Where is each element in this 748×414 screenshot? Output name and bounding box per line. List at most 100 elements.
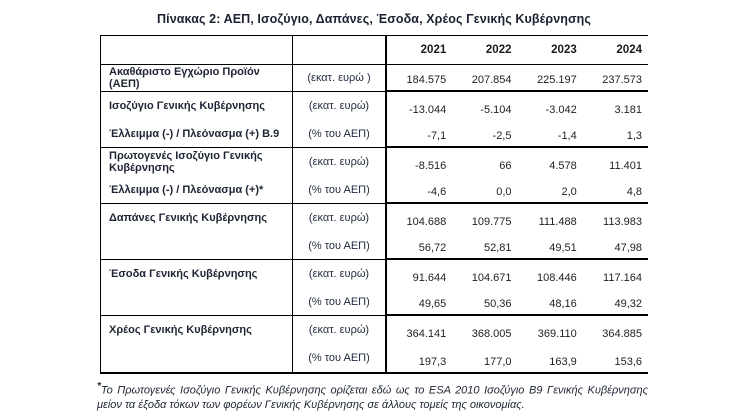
- unit-label: (% του ΑΕΠ): [292, 232, 387, 260]
- value-cell: 4.578: [549, 160, 577, 172]
- row-label: Έσοδα Γενικής Κυβέρνησης: [109, 268, 258, 280]
- row-group-revenue: Έσοδα Γενικής Κυβέρνησης (εκατ. ευρώ) 91…: [101, 260, 648, 316]
- value-cell: 163,9: [549, 356, 577, 368]
- footnote-marker: *: [97, 381, 101, 392]
- row-values: -4,6 0,0 2,0 4,8: [387, 176, 648, 204]
- unit-label: (εκατ. ευρώ): [292, 260, 387, 288]
- value-cell: -13.044: [408, 104, 447, 116]
- value-cell: 237.573: [602, 74, 642, 86]
- row-values: 197,3 177,0 163,9 153,6: [387, 344, 648, 372]
- footnote-text: Το Πρωτογενές Ισοζύγιο Γενικής Κυβέρνηση…: [97, 384, 648, 411]
- value-cell: 48,16: [549, 298, 577, 310]
- table-row: Δαπάνες Γενικής Κυβέρνησης (εκατ. ευρώ) …: [101, 204, 648, 232]
- row-values: 56,72 52,81 49,51 47,98: [387, 232, 648, 260]
- row-values: 184.575 207.854 225.197 237.573: [387, 65, 648, 92]
- value-cell: 49,32: [614, 298, 642, 310]
- row-label: Ακαθάριστο Εγχώριο Προϊόν (ΑΕΠ): [101, 65, 292, 92]
- unit-label: (εκατ. ευρώ): [292, 204, 387, 232]
- year-header: 2024: [616, 44, 642, 56]
- value-cell: 207.854: [471, 74, 512, 86]
- table-header-row: 2021 2022 2023 2024: [101, 36, 648, 65]
- row-values: 104.688 109.775 111.488 113.983: [387, 204, 648, 232]
- value-cell: 47,98: [614, 242, 642, 254]
- value-cell: 364.885: [602, 328, 642, 340]
- unit-label: (% του ΑΕΠ): [292, 176, 387, 204]
- value-cell: 49,51: [549, 242, 577, 254]
- value-cell: 109.775: [471, 216, 512, 228]
- table-row: Έσοδα Γενικής Κυβέρνησης (εκατ. ευρώ) 91…: [101, 260, 648, 288]
- value-cell: 225.197: [536, 74, 577, 86]
- row-values: -7,1 -2,5 -1,4 1,3: [387, 120, 648, 148]
- value-cell: 49,65: [418, 298, 447, 310]
- unit-label: (εκατ. ευρώ): [292, 316, 387, 344]
- table-title: Πίνακας 2: ΑΕΠ, Ισοζύγιο, Δαπάνες, Έσοδα…: [157, 12, 591, 26]
- row-values: 364.141 368.005 369.110 364.885: [387, 316, 648, 344]
- value-cell: 184.575: [406, 74, 447, 86]
- value-cell: -5.104: [480, 104, 512, 116]
- row-label: [101, 232, 292, 260]
- table-row: Έλλειμμα (-) / Πλεόνασμα (+) B.9 (% του …: [101, 120, 648, 148]
- unit-label: (% του ΑΕΠ): [292, 288, 387, 316]
- value-cell: 117.164: [603, 272, 642, 284]
- value-cell: 2,0: [561, 186, 577, 198]
- table-row: (% του ΑΕΠ) 56,72 52,81 49,51 47,98: [101, 232, 648, 260]
- header-years: 2021 2022 2023 2024: [387, 36, 648, 65]
- value-cell: -1,4: [557, 130, 577, 142]
- value-cell: 52,81: [483, 242, 512, 254]
- value-cell: 369.110: [537, 328, 577, 340]
- value-cell: 1,3: [626, 130, 642, 142]
- unit-label: (% του ΑΕΠ): [292, 344, 387, 372]
- value-cell: -3.042: [545, 104, 577, 116]
- row-label: Χρέος Γενικής Κυβέρνησης: [109, 324, 252, 336]
- value-cell: 50,36: [483, 298, 512, 310]
- value-cell: 108.446: [536, 272, 577, 284]
- table-row: (% του ΑΕΠ) 49,65 50,36 48,16 49,32: [101, 288, 648, 316]
- value-cell: -7,1: [427, 130, 447, 142]
- header-label-spacer: [101, 36, 292, 65]
- value-cell: 104.688: [406, 216, 447, 228]
- row-label: Ισοζύγιο Γενικής Κυβέρνησης: [109, 100, 265, 112]
- header-unit-spacer: [292, 36, 387, 65]
- unit-label: (εκατ. ευρώ ): [292, 65, 387, 92]
- value-cell: -2,5: [492, 130, 512, 142]
- table-footnote: *Το Πρωτογενές Ισοζύγιο Γενικής Κυβέρνησ…: [97, 381, 648, 412]
- value-cell: 0,0: [496, 186, 512, 198]
- value-cell: 104.671: [471, 272, 512, 284]
- row-values: -8.516 66 4.578 11.401: [387, 148, 648, 176]
- row-label: Έλλειμμα (-) / Πλεόνασμα (+) B.9: [101, 120, 292, 148]
- row-group-gdp: Ακαθάριστο Εγχώριο Προϊόν (ΑΕΠ) (εκατ. ε…: [101, 65, 648, 92]
- value-cell: 3.181: [614, 104, 642, 116]
- row-label: [101, 288, 292, 316]
- table-row: Χρέος Γενικής Κυβέρνησης (εκατ. ευρώ) 36…: [101, 316, 648, 344]
- row-group-balance: Ισοζύγιο Γενικής Κυβέρνησης (εκατ. ευρώ)…: [101, 92, 648, 148]
- year-header: 2021: [420, 44, 447, 56]
- value-cell: 111.488: [538, 216, 577, 228]
- value-cell: 4,8: [626, 186, 642, 198]
- row-values: -13.044 -5.104 -3.042 3.181: [387, 92, 648, 120]
- row-values: 49,65 50,36 48,16 49,32: [387, 288, 648, 316]
- row-label: Δαπάνες Γενικής Κυβέρνησης: [109, 212, 267, 224]
- value-cell: 368.005: [471, 328, 512, 340]
- table-row: Ακαθάριστο Εγχώριο Προϊόν (ΑΕΠ) (εκατ. ε…: [101, 65, 648, 92]
- row-values: 91.644 104.671 108.446 117.164: [387, 260, 648, 288]
- value-cell: 153,6: [614, 356, 642, 368]
- table-row: Ισοζύγιο Γενικής Κυβέρνησης (εκατ. ευρώ)…: [101, 92, 648, 120]
- row-group-primary-balance: Πρωτογενές Ισοζύγιο Γενικής Κυβέρνησης (…: [101, 148, 648, 204]
- row-group-expenditure: Δαπάνες Γενικής Κυβέρνησης (εκατ. ευρώ) …: [101, 204, 648, 260]
- statistics-table: 2021 2022 2023 2024 Ακαθάριστο Εγχώριο Π…: [100, 35, 648, 374]
- row-label: Έλλειμμα (-) / Πλεόνασμα (+)*: [101, 176, 292, 204]
- row-group-debt: Χρέος Γενικής Κυβέρνησης (εκατ. ευρώ) 36…: [101, 316, 648, 372]
- value-cell: -4,6: [427, 186, 447, 198]
- row-label: [101, 344, 292, 372]
- unit-label: (εκατ. ευρώ): [292, 92, 387, 120]
- value-cell: 177,0: [483, 356, 512, 368]
- value-cell: -8.516: [415, 160, 447, 172]
- year-header: 2023: [551, 44, 577, 56]
- value-cell: 91.644: [412, 272, 447, 284]
- year-header: 2022: [485, 44, 512, 56]
- table-row: (% του ΑΕΠ) 197,3 177,0 163,9 153,6: [101, 344, 648, 372]
- value-cell: 11.401: [609, 160, 642, 172]
- value-cell: 197,3: [418, 356, 447, 368]
- table-row: Έλλειμμα (-) / Πλεόνασμα (+)* (% του ΑΕΠ…: [101, 176, 648, 204]
